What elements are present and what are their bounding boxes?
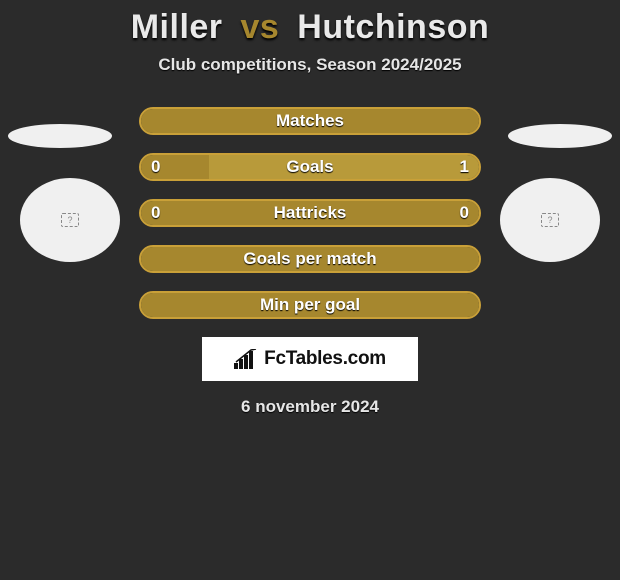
stat-label: Goals [141, 157, 479, 177]
player1-small-oval [8, 124, 112, 148]
comparison-card: Miller vs Hutchinson Club competitions, … [0, 0, 620, 417]
stat-label: Goals per match [141, 249, 479, 269]
stat-row-matches: Matches [139, 107, 481, 135]
subtitle: Club competitions, Season 2024/2025 [0, 55, 620, 75]
player2-avatar-oval: ? [500, 178, 600, 262]
stat-value-left: 0 [151, 157, 160, 177]
placeholder-icon: ? [541, 213, 559, 227]
vs-separator: vs [241, 8, 280, 46]
footer-date: 6 november 2024 [0, 397, 620, 417]
branding-box: FcTables.com [202, 337, 418, 381]
stat-label: Min per goal [141, 295, 479, 315]
player1-name: Miller [131, 8, 223, 46]
stat-row-goals: Goals0 1 [139, 153, 481, 181]
stat-value-right: 0 [460, 203, 469, 223]
stat-rows: MatchesGoals01Hattricks00Goals per match… [139, 107, 481, 319]
player2-name: Hutchinson [297, 8, 489, 46]
stat-row-gpm: Goals per match [139, 245, 481, 273]
branding-text: FcTables.com [264, 348, 386, 370]
stat-value-right: 1 [460, 157, 469, 177]
stat-label: Matches [141, 111, 479, 131]
page-title: Miller vs Hutchinson [0, 0, 620, 47]
stat-label: Hattricks [141, 203, 479, 223]
stat-row-mpg: Min per goal [139, 291, 481, 319]
placeholder-icon: ? [61, 213, 79, 227]
player1-avatar-oval: ? [20, 178, 120, 262]
stat-value-left: 0 [151, 203, 160, 223]
fctables-logo-icon [234, 349, 258, 369]
stat-row-hattricks: Hattricks0 0 [139, 199, 481, 227]
player2-small-oval [508, 124, 612, 148]
